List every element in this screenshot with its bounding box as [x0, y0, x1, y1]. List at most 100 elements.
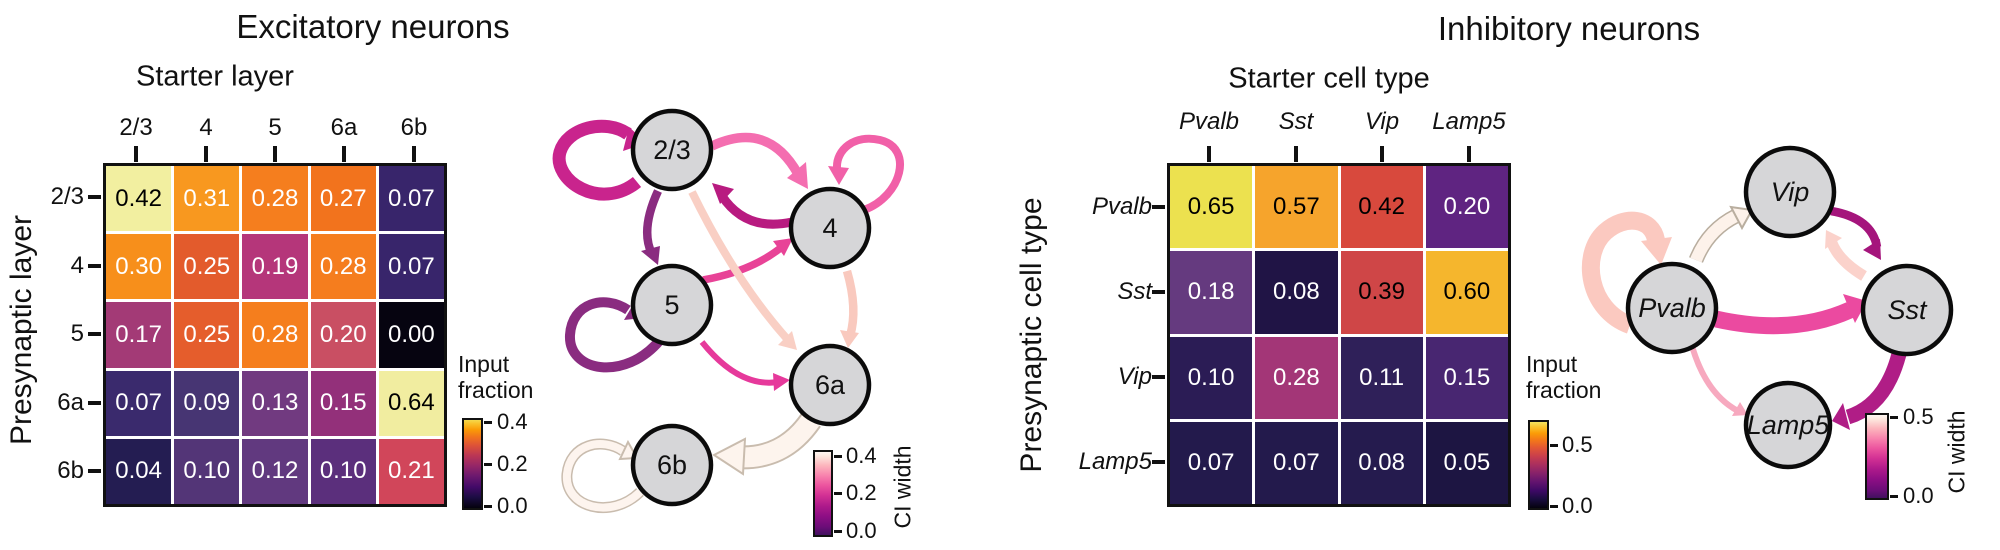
heatmap-cell: 0.04 [106, 438, 172, 504]
heatmap-cell: 0.42 [106, 166, 172, 232]
excitatory-col-label: 2/3 [119, 114, 153, 141]
excitatory-ci-colorbar [813, 450, 833, 537]
colorbar-tick-label: 0.2 [497, 451, 528, 476]
inhibitory-row-label: Pvalb [1091, 193, 1152, 220]
inhibitory-colorbar-title: Input fraction [1526, 351, 1602, 403]
inhibitory-row-label: Vip [1117, 363, 1152, 390]
excitatory-col-label: 5 [268, 114, 282, 141]
edge-23-to-6a [688, 190, 791, 343]
excitatory-col-label: 4 [199, 114, 213, 141]
heatmap-cell: 0.18 [1170, 251, 1253, 334]
heatmap-cell: 0.05 [1425, 421, 1508, 504]
edge-23-to-6a-head [778, 331, 797, 350]
edge-23-to-4 [710, 132, 803, 177]
edge-23-to-4-head [787, 162, 808, 189]
y-tick [88, 332, 101, 336]
colorbar-tick-label: 0.0 [1903, 483, 1934, 508]
node-label-2-3: 2/3 [653, 135, 691, 165]
edge-4-to-4 [833, 134, 904, 214]
edge-5-to-5 [565, 297, 664, 373]
heatmap-cell: 0.10 [1170, 336, 1253, 419]
heatmap-cell: 0.09 [174, 370, 240, 436]
colorbar-tick-label: 0.0 [1562, 493, 1593, 518]
heatmap-cell: 0.60 [1425, 251, 1508, 334]
excitatory-row-label: 2/3 [50, 183, 84, 210]
x-tick [1467, 146, 1471, 162]
y-tick [88, 264, 101, 268]
heatmap-cell: 0.25 [174, 302, 240, 368]
node-pvalb [1625, 261, 1719, 355]
heatmap-cell: 0.20 [1425, 166, 1508, 249]
edge-vip-to-sst-head [1863, 239, 1881, 260]
excitatory-ci-colorbar-label: CI width [889, 445, 916, 529]
colorbar-tick [834, 492, 842, 495]
excitatory-network: 2/3 4 5 6a 6b [552, 108, 904, 513]
edge-pvalb-to-sst-head [1843, 294, 1867, 323]
y-tick [1152, 205, 1165, 209]
edge-sst-to-vip-head [1825, 230, 1842, 249]
inhibitory-row-label: Sst [1117, 278, 1152, 305]
heatmap-cell: 0.65 [1170, 166, 1253, 249]
heatmap-cell: 0.57 [1255, 166, 1338, 249]
edge-pvalb-to-lamp5 [1689, 345, 1740, 414]
excitatory-panel-title: Excitatory neurons [236, 8, 510, 45]
edge-pvalb-to-vip-head [1729, 205, 1754, 231]
colorbar-tick-label: 0.0 [497, 493, 528, 518]
heatmap-cell: 0.28 [242, 302, 308, 368]
excitatory-row-label: 6b [57, 457, 84, 484]
edge-4-to-6a [842, 269, 858, 338]
colorbar-tick [1550, 505, 1558, 508]
heatmap-cell: 0.10 [310, 438, 376, 504]
excitatory-col-label: 6b [400, 114, 428, 141]
excitatory-row-label: 5 [70, 320, 84, 347]
edge-pvalb-to-sst [1714, 302, 1854, 335]
excitatory-row-label: 4 [70, 252, 84, 279]
edge-23-to-5-head [641, 246, 660, 265]
colorbar-tick-label: 0.5 [1562, 432, 1593, 457]
edge-23-to-23 [552, 119, 642, 201]
y-tick [1152, 460, 1165, 464]
heatmap-cell: 0.07 [378, 166, 444, 232]
y-tick [88, 469, 101, 473]
x-tick [204, 146, 208, 162]
edge-23-to-5 [643, 189, 662, 256]
colorbar-tick [484, 421, 492, 424]
edge-6a-to-6b [734, 414, 820, 468]
edge-4-to-23-head [712, 183, 734, 204]
edge-4-to-23 [718, 193, 793, 229]
node-2-3 [630, 108, 714, 192]
heatmap-cell: 0.08 [1255, 251, 1338, 334]
edge-5-to-4-head [773, 238, 793, 256]
heatmap-cell: 0.28 [242, 166, 308, 232]
heatmap-cell: 0.27 [310, 166, 376, 232]
heatmap-cell: 0.15 [310, 370, 376, 436]
node-6b [630, 423, 714, 507]
heatmap-cell: 0.25 [174, 234, 240, 300]
colorbar-tick-label: 0.5 [1903, 404, 1934, 429]
heatmap-cell: 0.28 [1255, 336, 1338, 419]
heatmap-cell: 0.11 [1340, 336, 1423, 419]
heatmap-cell: 0.42 [1340, 166, 1423, 249]
node-label-sst: Sst [1887, 295, 1928, 325]
excitatory-row-label: 6a [57, 389, 84, 416]
x-tick [342, 146, 346, 162]
inhibitory-x-axis-title: Starter cell type [1228, 62, 1430, 95]
heatmap-cell: 0.30 [106, 234, 172, 300]
inhibitory-network: Vip Pvalb Sst Lamp5 [1582, 145, 1954, 470]
heatmap-cell: 0.07 [1170, 421, 1253, 504]
node-label-vip: Vip [1771, 177, 1810, 207]
x-tick [134, 146, 138, 162]
heatmap-cell: 0.20 [310, 302, 376, 368]
heatmap-cell: 0.07 [378, 234, 444, 300]
edge-5-to-6a-head [773, 373, 790, 391]
edge-sst-to-lamp5-head [1832, 403, 1850, 430]
edge-sst-to-vip [1826, 240, 1867, 281]
node-label-4: 4 [822, 213, 837, 243]
node-label-pvalb: Pvalb [1638, 293, 1706, 323]
heatmap-cell: 0.21 [378, 438, 444, 504]
edge-5-to-4 [702, 243, 786, 284]
heatmap-cell: 0.08 [1340, 421, 1423, 504]
inhibitory-col-label: Vip [1364, 108, 1400, 135]
edge-pvalb-to-pvalb-head [1641, 237, 1672, 265]
